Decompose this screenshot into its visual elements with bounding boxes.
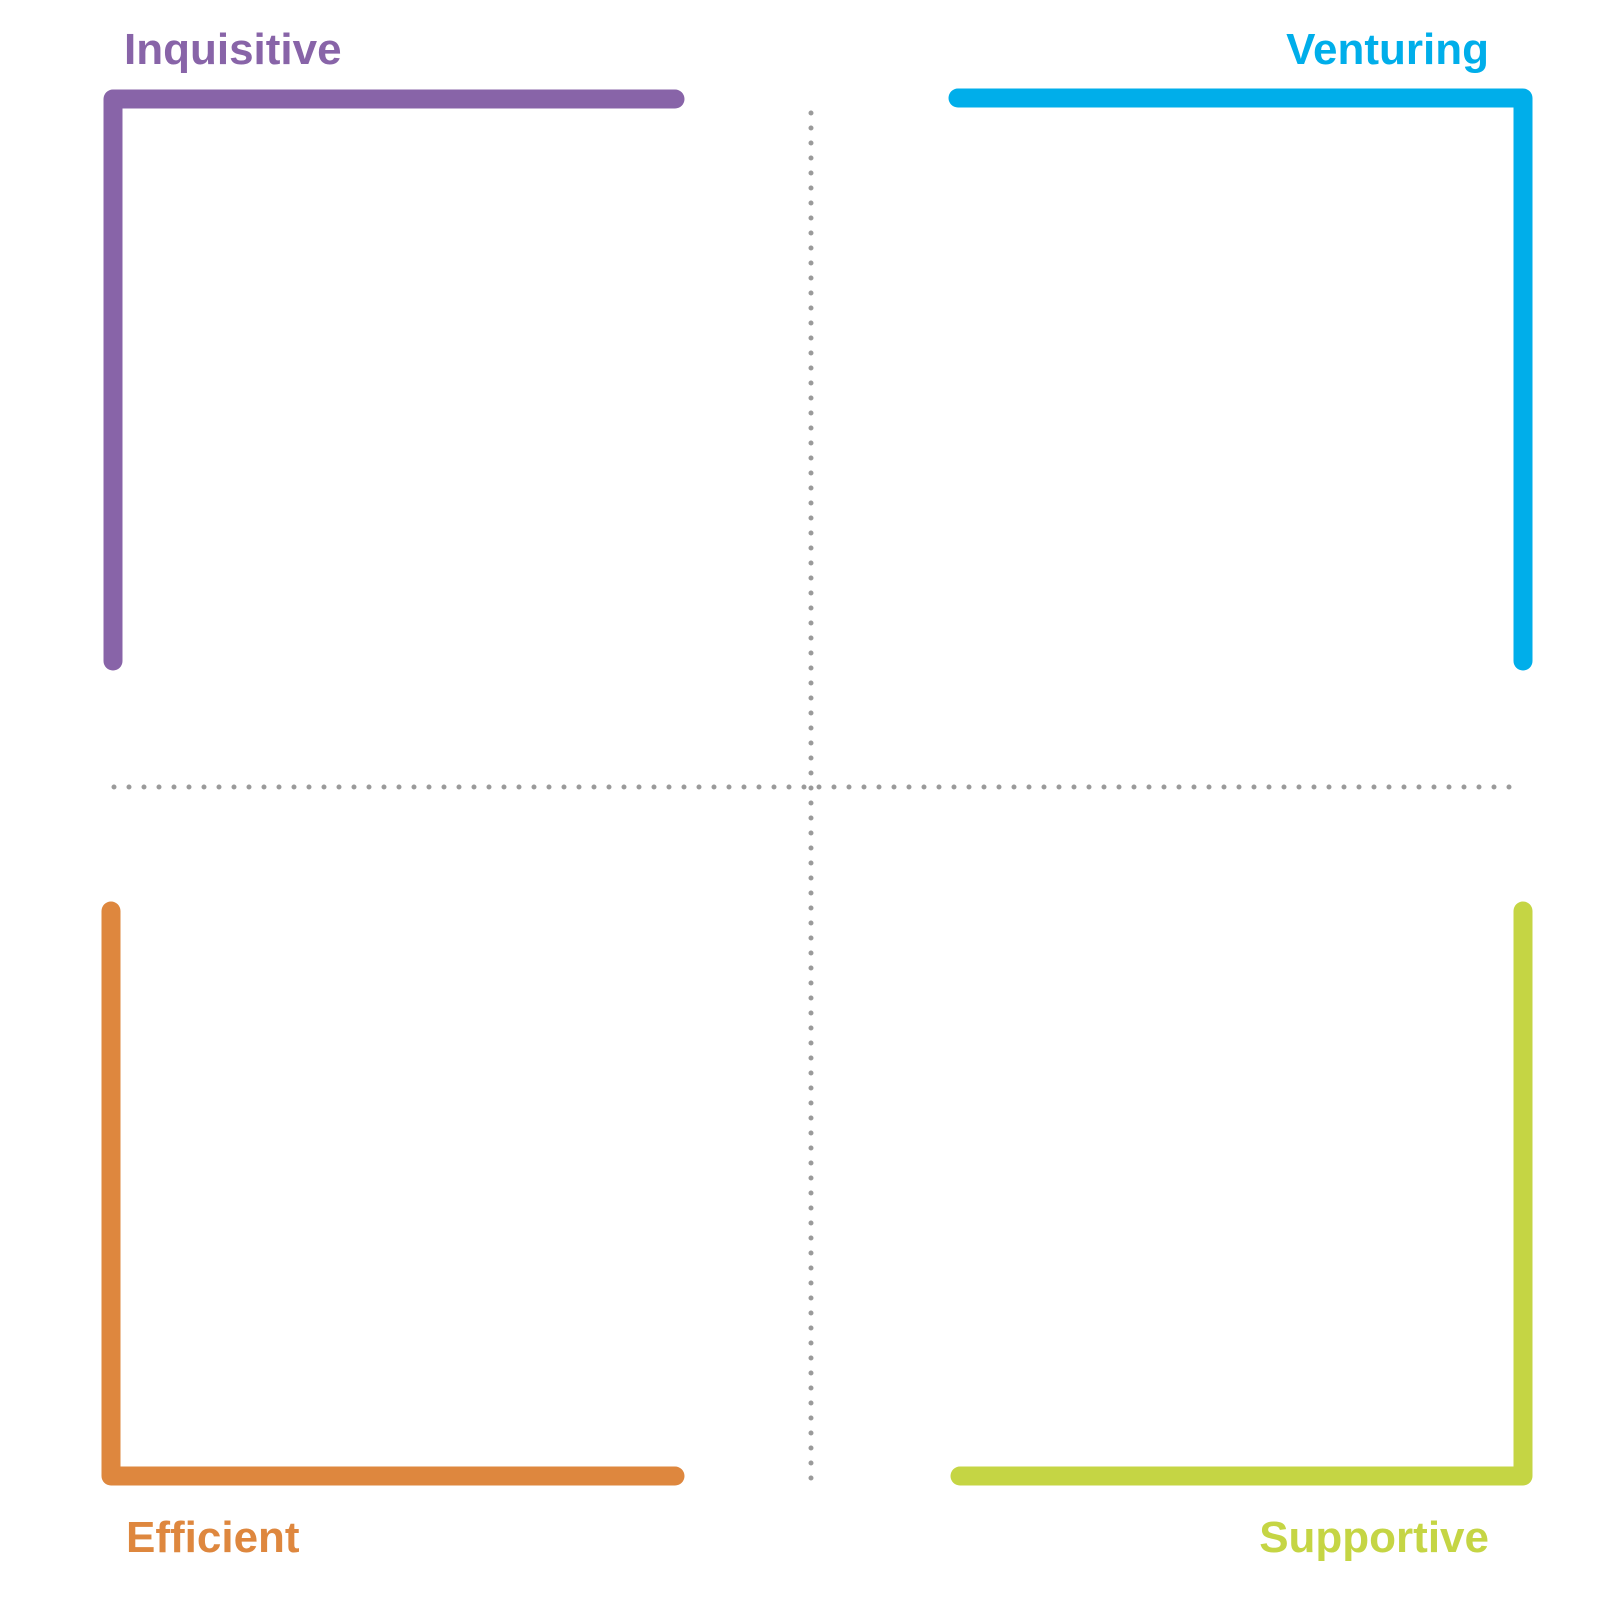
bracket-bottom-left — [101, 901, 685, 1486]
bracket-top-left — [103, 89, 685, 671]
bracket-bottom-right — [950, 901, 1533, 1486]
quadrant-label-venturing: Venturing — [1286, 25, 1489, 74]
quadrant-label-inquisitive: Inquisitive — [124, 25, 342, 74]
quadrant-label-supportive: Supportive — [1259, 1513, 1489, 1562]
bracket-top-right — [948, 88, 1533, 671]
quadrant-label-efficient: Efficient — [126, 1513, 300, 1562]
